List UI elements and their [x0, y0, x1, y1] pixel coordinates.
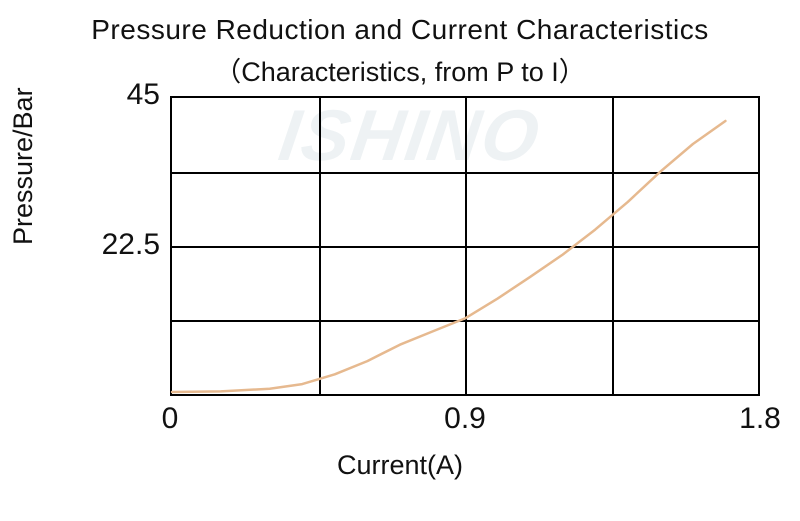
chart-title: Pressure Reduction and Current Character… — [0, 14, 800, 46]
line-chart-svg — [172, 98, 758, 394]
y-tick-max: 45 — [40, 78, 160, 112]
x-tick-max: 1.8 — [739, 402, 781, 436]
x-tick-0: 0 — [162, 402, 179, 436]
chart-container: ISHINO Pressure Reduction and Current Ch… — [0, 0, 800, 521]
x-axis-label: Current(A) — [0, 450, 800, 481]
x-tick-mid: 0.9 — [444, 402, 486, 436]
data-series-line — [172, 121, 725, 392]
plot-area — [170, 96, 760, 396]
y-tick-mid: 22.5 — [40, 228, 160, 262]
y-axis-label: Pressure/Bar — [8, 87, 39, 245]
